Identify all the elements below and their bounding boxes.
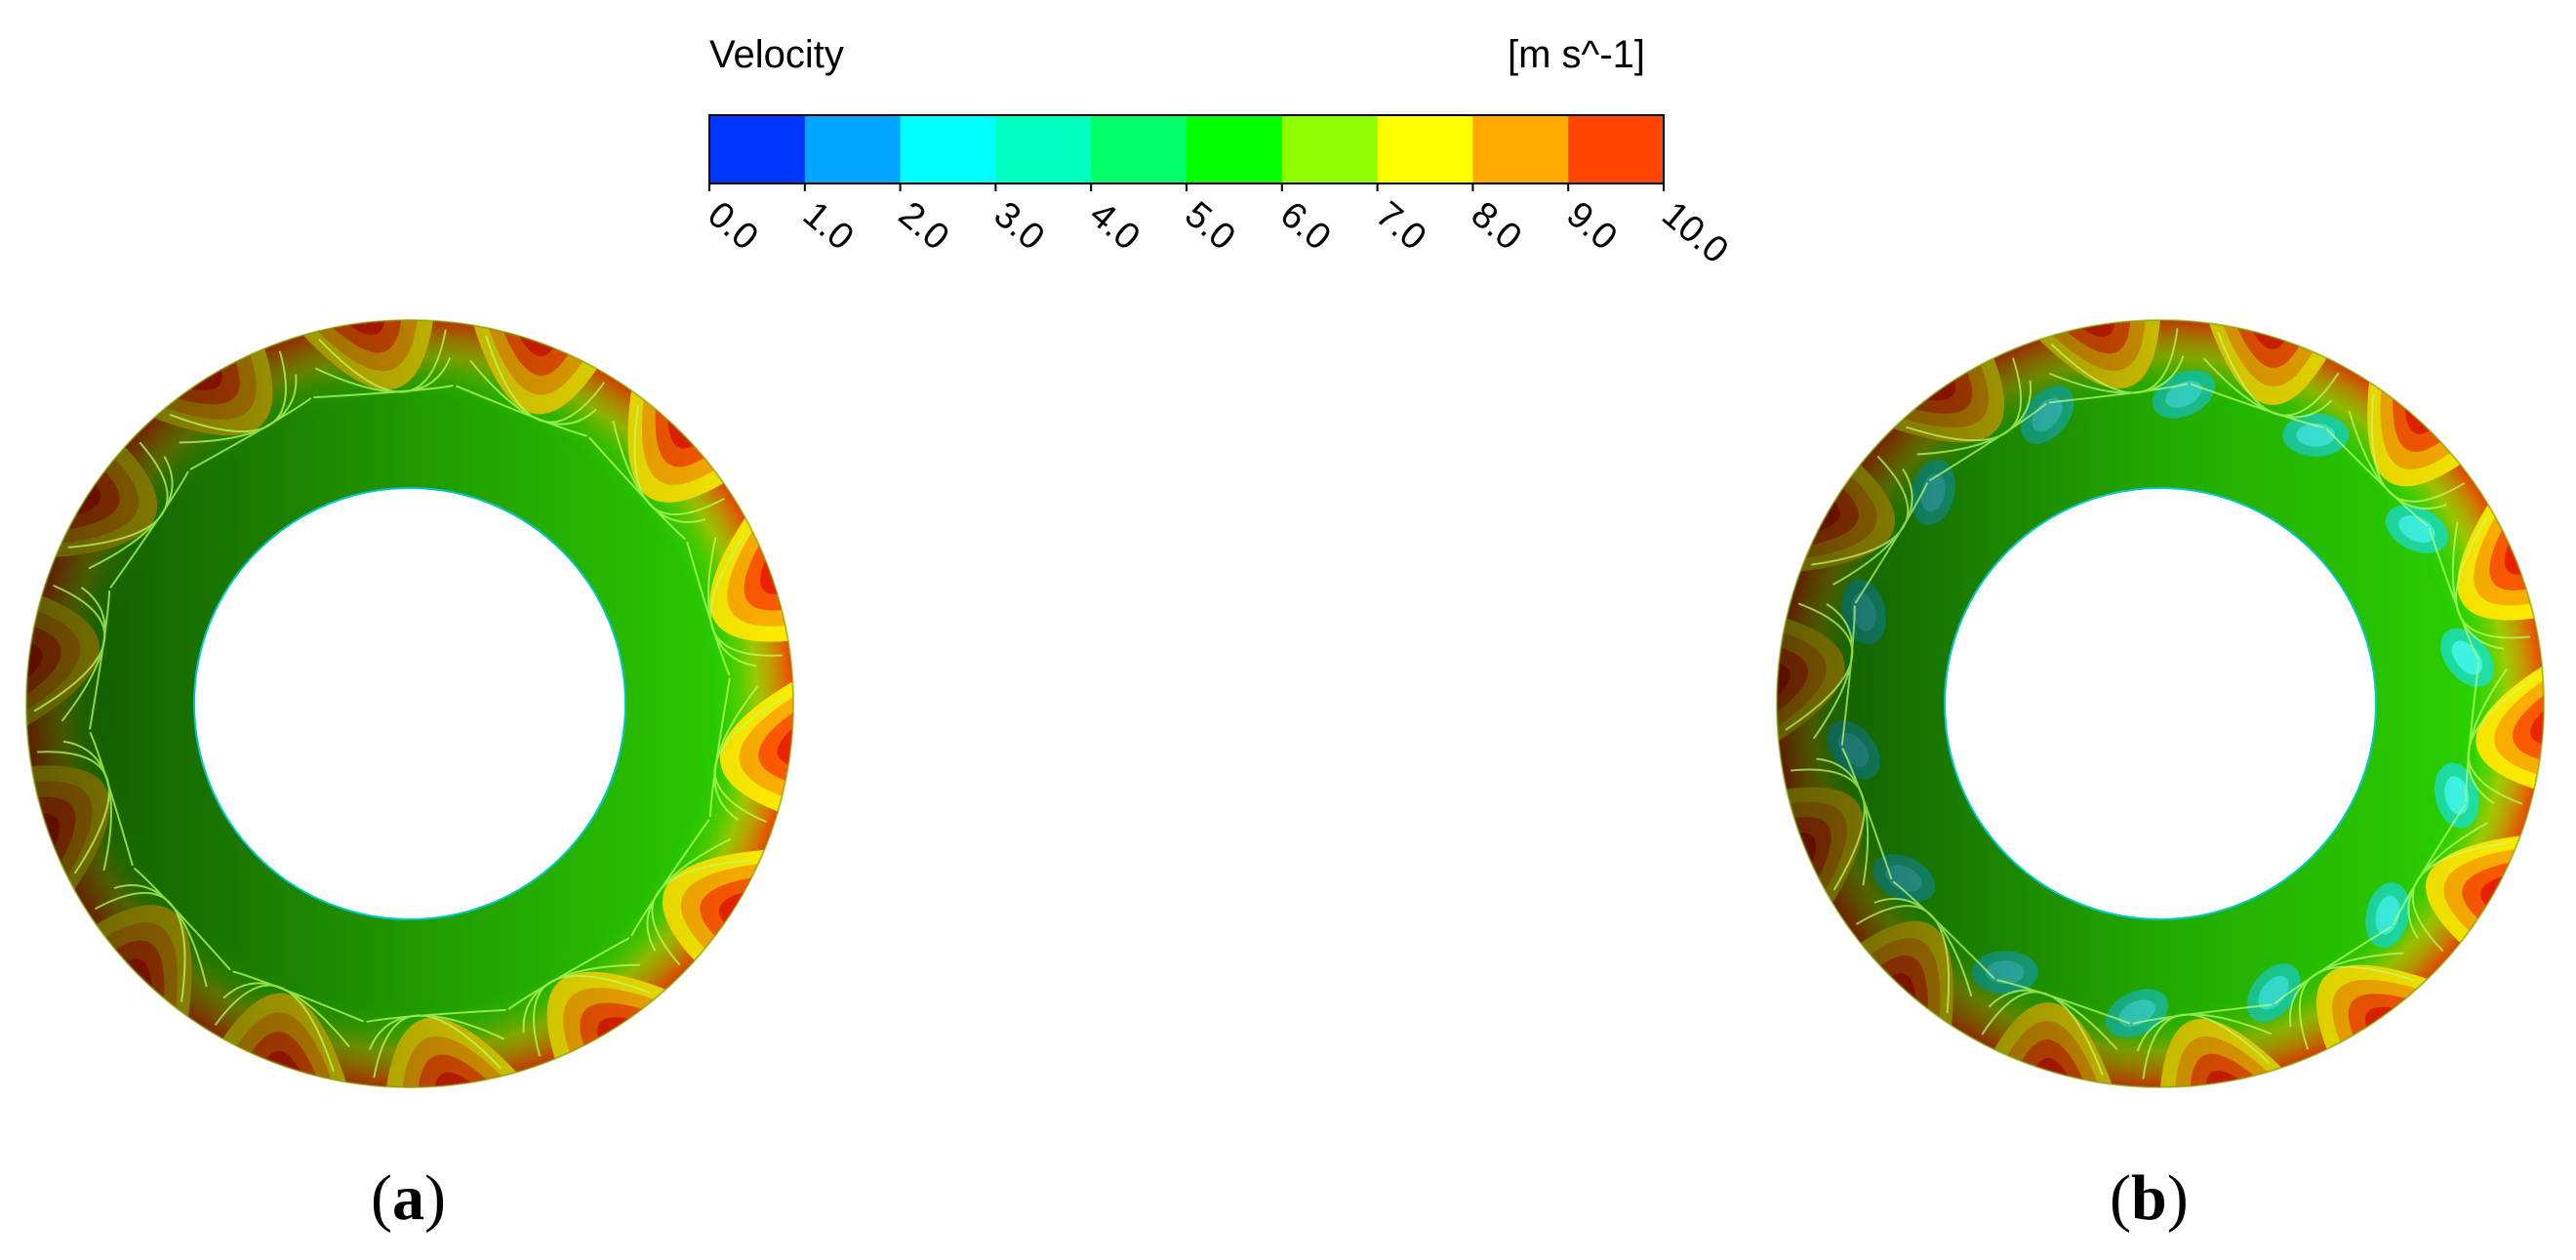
contour-line — [2325, 427, 2429, 527]
contour-line — [2132, 1003, 2273, 1025]
contour-line — [2428, 527, 2479, 660]
contour-line — [1892, 880, 1995, 980]
legend-tick-label: 3.0 — [986, 194, 1052, 259]
contour-line — [232, 970, 365, 1023]
legend-tick-label: 8.0 — [1464, 194, 1529, 259]
contour-line — [189, 397, 312, 470]
contour-line — [507, 937, 630, 1010]
contour-line — [708, 677, 731, 817]
contour-line — [455, 385, 587, 437]
legend-swatch — [1377, 115, 1473, 183]
contour-line — [2274, 925, 2393, 1005]
contour-line — [630, 819, 710, 937]
legend-swatch — [900, 115, 996, 183]
legend-tick-label: 10.0 — [1654, 194, 1736, 272]
legend-swatch — [804, 115, 902, 183]
legend-swatch — [1568, 115, 1665, 183]
legend-tick-label: 9.0 — [1558, 194, 1624, 259]
legend-swatch — [1187, 115, 1283, 183]
contour-lines-b — [1785, 328, 2536, 1079]
panel-caption-a: (a) — [371, 1162, 446, 1234]
contour-line — [133, 867, 231, 971]
contour-line — [2048, 383, 2189, 404]
legend-tick-label: 4.0 — [1081, 194, 1147, 259]
legend-swatch — [1281, 115, 1379, 183]
contour-line — [588, 436, 687, 541]
contour-line — [1854, 482, 1929, 604]
legend-tick-label: 6.0 — [1272, 194, 1338, 259]
legend-tick-label: 1.0 — [795, 194, 861, 259]
contour-line — [2465, 662, 2480, 802]
contour-line — [1840, 605, 1856, 746]
legend-tick-label: 7.0 — [1368, 194, 1433, 259]
panel-label-b: b — [2130, 1162, 2167, 1234]
contour-line — [89, 590, 111, 730]
legend-tick-label: 5.0 — [1177, 194, 1242, 259]
legend-swatch — [709, 115, 806, 183]
contour-line — [89, 731, 134, 867]
legend-swatch — [995, 115, 1092, 183]
legend-swatch — [1472, 115, 1569, 183]
contour-line — [2392, 803, 2467, 925]
velocity-ring-a — [25, 319, 794, 1088]
legend-tick-label: 2.0 — [891, 194, 956, 259]
contour-lines-a — [33, 329, 786, 1078]
legend-tick-label: 0.0 — [700, 194, 765, 259]
contour-line — [1928, 402, 2047, 482]
legend-swatch — [1091, 115, 1187, 183]
contour-line — [2190, 383, 2324, 428]
legend-unit: [m s^-1] — [1508, 33, 1645, 76]
velocity-ring-b — [1776, 319, 2545, 1088]
legend-color-bar — [708, 114, 1665, 184]
contour-line — [686, 541, 731, 676]
legend-title: Velocity — [709, 33, 844, 76]
contour-line — [366, 1008, 506, 1023]
legend-tick-labels: 0.0 1.0 2.0 3.0 4.0 5.0 6.0 7.0 8.0 9.0 10.0 — [700, 183, 1736, 271]
panel-caption-b: (b) — [2110, 1162, 2189, 1234]
contour-line — [1996, 979, 2131, 1025]
contour-line — [313, 385, 454, 399]
contour-line — [109, 470, 189, 589]
contour-line — [1841, 748, 1893, 880]
panel-label-a: a — [391, 1162, 424, 1234]
